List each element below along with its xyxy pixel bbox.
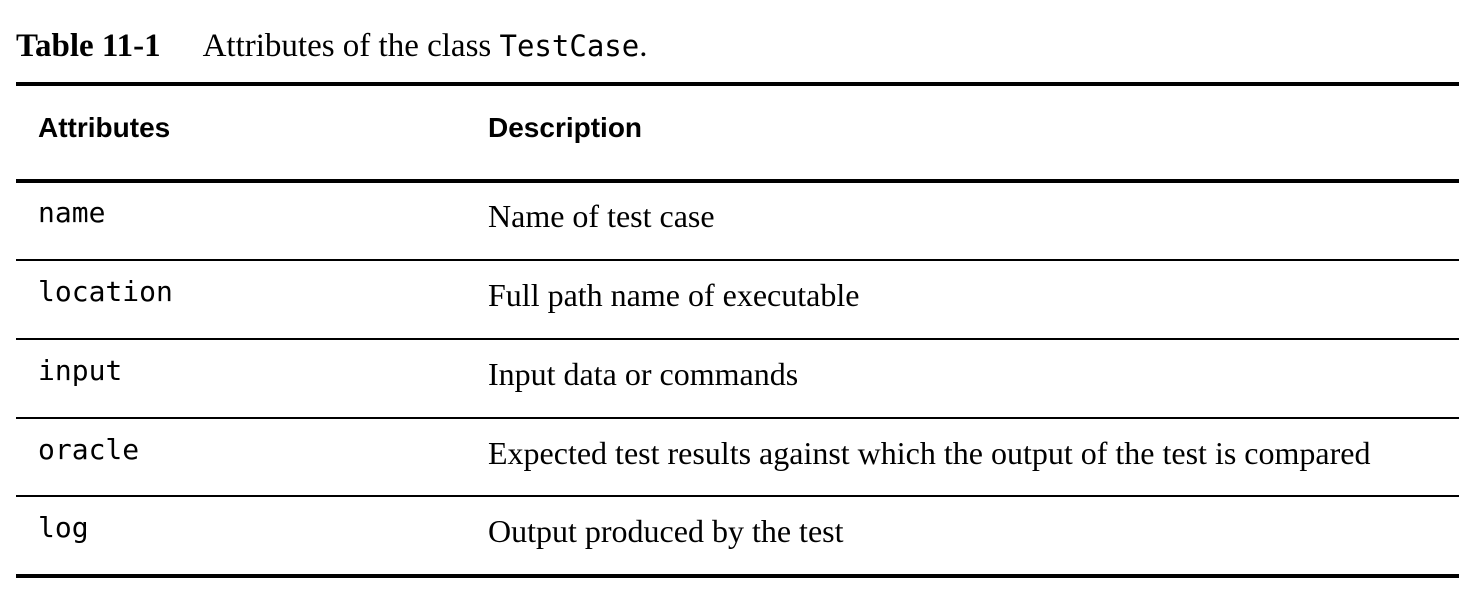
table-row-attribute: input [38,354,123,387]
table-caption: Table 11-1 Attributes of the class TestCa… [16,26,647,66]
caption-class-name: TestCase [499,29,640,63]
row-divider [16,338,1459,340]
table-row-attribute: oracle [38,433,140,466]
table-row-description: Output produced by the test [488,513,844,549]
table-top-rule [16,82,1459,86]
table-row-description: Input data or commands [488,356,799,392]
row-divider [16,495,1459,497]
row-divider [16,417,1459,419]
table-row-description: Name of test case [488,198,715,234]
row-divider [16,259,1459,261]
table-row-attribute: name [38,196,106,229]
header-description: Description [488,112,643,143]
table-row-attribute: log [38,511,89,544]
table-number: Table 11-1 [16,28,161,64]
caption-text: Attributes of the class [202,28,500,64]
header-attributes: Attributes [38,112,171,143]
table-row-attribute: location [38,275,173,308]
table-bottom-rule [16,574,1459,578]
header-rule [16,179,1459,183]
caption-period: . [639,28,648,64]
table-row-description: Full path name of executable [488,277,860,313]
table-row-description: Expected test results against which the … [488,435,1371,471]
